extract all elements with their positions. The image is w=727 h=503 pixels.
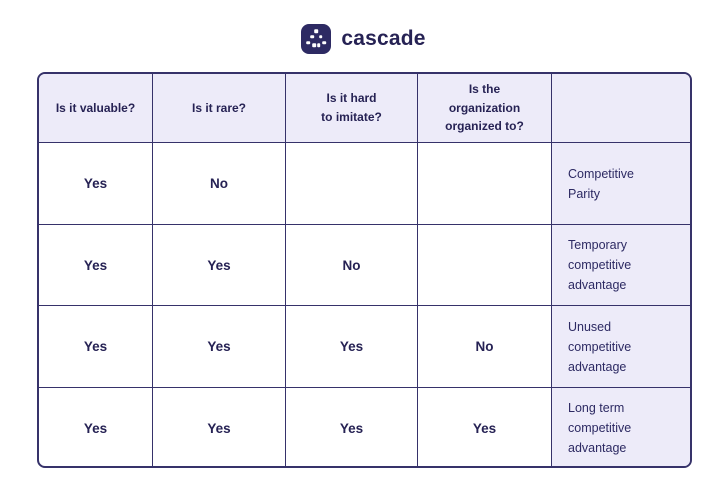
cell-imitate-row2: No xyxy=(286,225,418,306)
cell-organized-row1 xyxy=(418,143,552,225)
cell-organized-row4: Yes xyxy=(418,388,552,466)
cell-imitate-row1 xyxy=(286,143,418,225)
cell-result-row2: Temporary competitive advantage xyxy=(552,225,690,306)
cell-result-row3: Unused competitive advantage xyxy=(552,306,690,388)
cell-result-row4: Long term competitive advantage xyxy=(552,388,690,466)
cell-valuable-row4: Yes xyxy=(39,388,153,466)
column-header-organized: Is the organization organized to? xyxy=(418,74,552,143)
cell-valuable-row2: Yes xyxy=(39,225,153,306)
cell-valuable-row1: Yes xyxy=(39,143,153,225)
column-header-rare: Is it rare? xyxy=(153,74,286,143)
cell-imitate-row3: Yes xyxy=(286,306,418,388)
cell-organized-row3: No xyxy=(418,306,552,388)
cell-rare-row3: Yes xyxy=(153,306,286,388)
cell-rare-row2: Yes xyxy=(153,225,286,306)
cascade-logo-icon xyxy=(301,24,332,54)
column-header-valuable: Is it valuable? xyxy=(39,74,153,143)
brand-name: cascade xyxy=(341,27,426,50)
brand-header: cascade xyxy=(0,24,727,54)
cell-valuable-row3: Yes xyxy=(39,306,153,388)
cell-result-row1: Competitive Parity xyxy=(552,143,690,225)
cell-rare-row4: Yes xyxy=(153,388,286,466)
column-header-imitate: Is it hard to imitate? xyxy=(286,74,418,143)
column-header-result xyxy=(552,74,690,143)
cell-imitate-row4: Yes xyxy=(286,388,418,466)
cell-organized-row2 xyxy=(418,225,552,306)
cell-rare-row1: No xyxy=(153,143,286,225)
vrio-table: Is it valuable? Is it rare? Is it hard t… xyxy=(37,72,692,468)
